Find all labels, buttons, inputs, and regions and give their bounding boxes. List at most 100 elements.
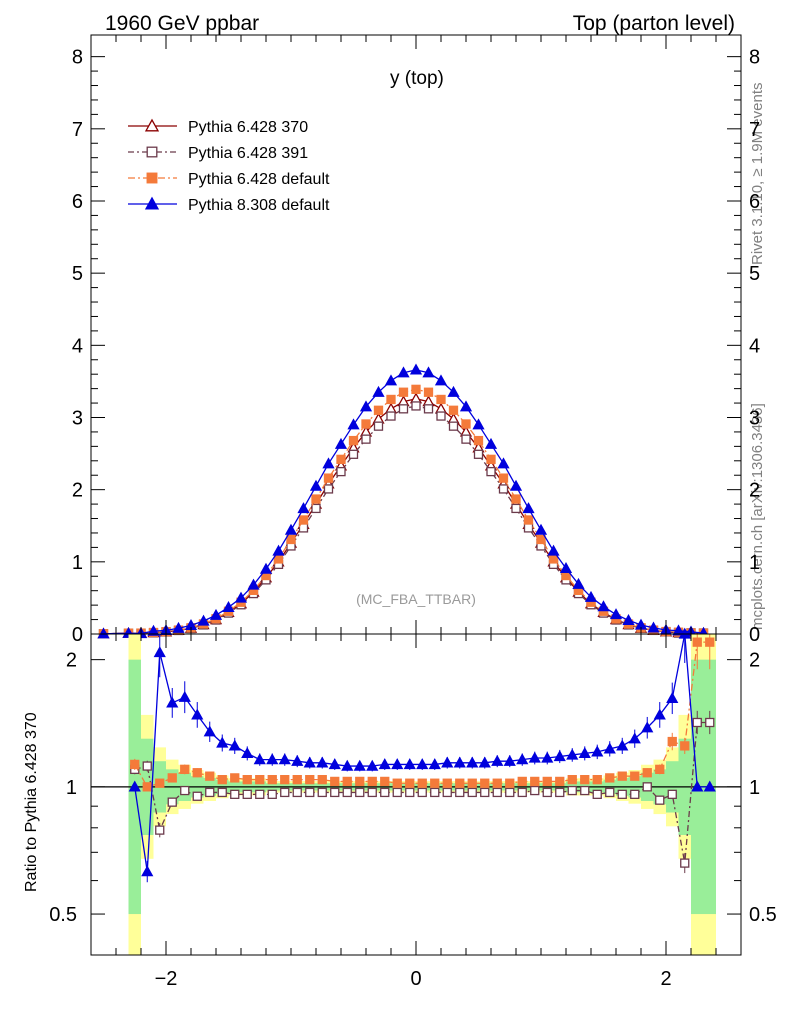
data-point: [655, 764, 665, 775]
y-tick-label: 4: [749, 335, 760, 357]
y-tick-label: 6: [72, 191, 83, 213]
data-point: [367, 787, 377, 798]
data-point: [180, 785, 190, 796]
ratio-ylabel: Ratio to Pythia 6.428 370: [23, 712, 40, 892]
data-point: [403, 758, 416, 770]
data-point: [197, 614, 210, 626]
data-point: [230, 789, 240, 799]
data-point: [391, 758, 404, 770]
data-point: [405, 787, 415, 798]
data-point: [680, 858, 690, 868]
data-point: [655, 795, 665, 805]
data-point: [203, 725, 216, 737]
data-point: [705, 717, 715, 728]
data-point: [472, 418, 485, 430]
data-point: [297, 502, 310, 514]
data-point: [342, 787, 352, 798]
data-point: [467, 778, 477, 788]
data-point: [691, 780, 704, 792]
data-point: [442, 787, 452, 798]
data-point: [353, 759, 366, 771]
data-point: [234, 591, 248, 603]
data-point: [241, 747, 254, 759]
data-point: [459, 400, 473, 412]
data-point: [448, 405, 459, 415]
data-point: [267, 775, 277, 785]
data-point: [423, 387, 434, 397]
legend-marker: [146, 172, 158, 184]
data-point: [486, 466, 496, 477]
series-pythia-8-308-default: [97, 363, 710, 639]
y-tick-label: 2: [749, 650, 760, 672]
data-point: [436, 394, 446, 405]
data-point: [616, 739, 629, 751]
data-point: [642, 782, 652, 792]
data-point: [680, 741, 690, 751]
data-point: [222, 600, 235, 612]
data-point: [341, 759, 354, 771]
data-point: [617, 771, 627, 781]
data-point: [592, 775, 602, 785]
data-point: [534, 523, 548, 535]
data-point: [492, 787, 502, 798]
data-point: [317, 775, 327, 785]
data-point: [398, 404, 409, 414]
data-point: [384, 374, 398, 386]
data-point: [642, 768, 652, 778]
data-point: [672, 624, 685, 636]
ratio-ticks: 0.5 0.5 1 1 2 2 −2 0 2: [49, 634, 777, 990]
data-point: [542, 787, 552, 798]
data-point: [430, 787, 440, 798]
data-point: [128, 780, 141, 792]
data-point: [605, 773, 615, 783]
legend-label: Pythia 6.428 391: [188, 145, 308, 162]
data-point: [147, 624, 160, 636]
ratio-series-pythia-8-308-default: [128, 627, 716, 883]
legend-label: Pythia 8.308 default: [188, 197, 330, 214]
y-tick-label: 4: [72, 335, 83, 357]
y-tick-label: 8: [72, 47, 83, 69]
y-tick-label: 6: [749, 191, 760, 213]
data-point: [291, 754, 304, 766]
data-point: [386, 411, 396, 421]
y-tick-label: 5: [749, 263, 760, 285]
data-point: [322, 457, 335, 469]
ratio-series-pythia-6-428-391: [130, 710, 715, 874]
x-tick-label: 0: [410, 968, 421, 990]
data-point: [528, 751, 541, 763]
data-point: [591, 745, 604, 757]
data-point: [378, 758, 391, 770]
data-point: [617, 789, 627, 799]
data-point: [216, 736, 229, 748]
data-point: [167, 797, 177, 807]
data-point: [416, 758, 429, 770]
data-point: [572, 577, 585, 589]
data-point: [323, 473, 334, 483]
data-point: [705, 637, 715, 647]
data-point: [298, 515, 309, 525]
y-tick-label: 5: [72, 263, 83, 285]
data-point: [497, 457, 510, 469]
data-point: [509, 479, 523, 491]
data-point: [255, 789, 265, 799]
y-tick-label: 0.5: [49, 904, 77, 926]
data-point: [423, 404, 434, 414]
y-tick-label: 1: [66, 777, 77, 799]
rivet-label: Rivet 3.1.10, ≥ 1.9M events: [749, 83, 766, 266]
legend-entry-pythia-8-308-default: Pythia 8.308 default: [128, 196, 330, 214]
data-point: [191, 708, 204, 720]
data-point: [597, 600, 610, 612]
data-point: [692, 637, 702, 647]
main-ticks: 0 0 1 1 2 2 3 3 4 4 5 5 6 6 7 7 8 8: [72, 35, 760, 646]
data-point: [180, 764, 190, 775]
data-point: [559, 561, 573, 573]
data-point: [492, 778, 502, 788]
series-line: [103, 405, 704, 635]
data-point: [97, 627, 110, 639]
data-point: [280, 787, 290, 798]
data-point: [217, 787, 227, 798]
data-point: [584, 590, 598, 602]
data-point: [473, 449, 484, 459]
data-point: [498, 484, 509, 494]
